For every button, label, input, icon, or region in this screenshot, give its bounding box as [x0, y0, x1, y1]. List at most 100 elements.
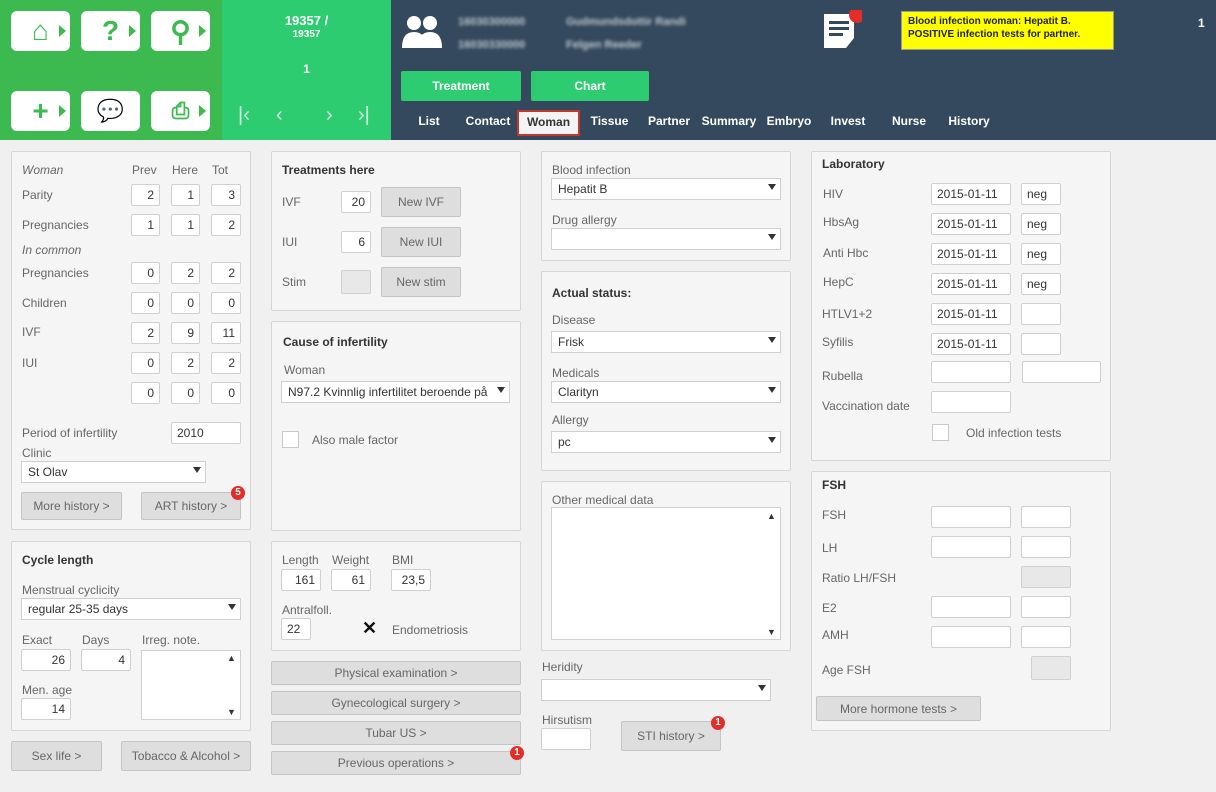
tab-nurse[interactable]: Nurse — [891, 114, 926, 128]
prev-page-icon[interactable]: ‹ — [276, 104, 283, 126]
new-stim-button[interactable]: New stim — [381, 267, 461, 297]
length-input[interactable]: 161 — [281, 569, 321, 591]
children-tot[interactable]: 0 — [211, 292, 241, 314]
allergy-select[interactable]: pc — [551, 431, 781, 453]
tubar-us-button[interactable]: Tubar US > — [271, 721, 521, 745]
more-hormone-tests-button[interactable]: More hormone tests > — [816, 696, 981, 721]
tab-history[interactable]: History — [948, 114, 990, 128]
fsh-input[interactable] — [931, 506, 1011, 528]
art-history-button[interactable]: ART history > — [141, 492, 241, 520]
tab-summary[interactable]: Summary — [701, 114, 757, 128]
tab-contact[interactable]: Contact — [465, 114, 511, 128]
cpreg-tot[interactable]: 2 — [211, 262, 241, 284]
tab-tissue[interactable]: Tissue — [590, 114, 629, 128]
tobacco-alcohol-button[interactable]: Tobacco & Alcohol > — [121, 741, 251, 771]
blood-infection-select[interactable]: Hepatit B — [551, 178, 781, 200]
rubella-result[interactable] — [1022, 361, 1101, 383]
children-here[interactable]: 0 — [171, 292, 200, 314]
treat-iui-value[interactable]: 6 — [341, 231, 371, 253]
lab-date-hiv[interactable]: 2015-01-11 — [931, 183, 1011, 205]
sti-history-button[interactable]: STI history > — [621, 721, 721, 751]
treat-ivf-value[interactable]: 20 — [341, 191, 371, 213]
lab-date-syfilis[interactable]: 2015-01-11 — [931, 333, 1011, 355]
children-prev[interactable]: 0 — [131, 292, 160, 314]
tab-woman[interactable]: Woman — [517, 110, 580, 136]
lab-result-hiv[interactable]: neg — [1021, 183, 1061, 205]
parity-here[interactable]: 1 — [171, 184, 200, 206]
add-comment-button[interactable]: 💬 — [81, 91, 140, 131]
previous-operations-button[interactable]: Previous operations > — [271, 751, 521, 775]
sex-life-button[interactable]: Sex life > — [11, 741, 102, 771]
ivf-prev[interactable]: 2 — [131, 322, 160, 344]
notes-icon[interactable] — [822, 7, 865, 50]
lh-input[interactable] — [931, 536, 1011, 558]
add-button[interactable]: + — [11, 91, 70, 131]
preg-prev[interactable]: 1 — [131, 214, 160, 236]
lab-result-hbsag[interactable]: neg — [1021, 213, 1061, 235]
lab-date-hbsag[interactable]: 2015-01-11 — [931, 213, 1011, 235]
rubella-date[interactable] — [931, 361, 1011, 383]
lab-date-hepc[interactable]: 2015-01-11 — [931, 273, 1011, 295]
more-history-button[interactable]: More history > — [21, 492, 122, 520]
search-button[interactable]: ⚲ — [151, 11, 210, 51]
weight-input[interactable]: 61 — [331, 569, 371, 591]
days-input[interactable]: 4 — [81, 649, 131, 671]
old-tests-checkbox[interactable] — [932, 424, 949, 441]
lab-result-antihbc[interactable]: neg — [1021, 243, 1061, 265]
irreg-note-textarea[interactable]: ▲ ▼ — [141, 650, 241, 720]
lab-date-htlv[interactable]: 2015-01-11 — [931, 303, 1011, 325]
hirsutism-input[interactable] — [541, 728, 591, 750]
lab-result-htlv[interactable] — [1021, 303, 1061, 325]
menstrual-select[interactable]: regular 25-35 days — [21, 598, 241, 620]
ivf-here[interactable]: 9 — [171, 322, 200, 344]
amh-input-2[interactable] — [1021, 626, 1071, 648]
new-ivf-button[interactable]: New IVF — [381, 187, 461, 217]
iui-prev[interactable]: 0 — [131, 352, 160, 374]
heridity-select[interactable] — [541, 679, 771, 701]
last-page-icon[interactable]: ›| — [358, 104, 370, 126]
period-input[interactable]: 2010 — [171, 422, 241, 444]
amh-input[interactable] — [931, 626, 1011, 648]
new-iui-button[interactable]: New IUI — [381, 227, 461, 257]
e2-input[interactable] — [931, 596, 1011, 618]
male-factor-checkbox[interactable] — [282, 431, 299, 448]
tab-partner[interactable]: Partner — [647, 114, 691, 128]
cpreg-prev[interactable]: 0 — [131, 262, 160, 284]
iui-tot[interactable]: 2 — [211, 352, 241, 374]
drug-allergy-select[interactable] — [551, 228, 781, 250]
lab-result-syfilis[interactable] — [1021, 333, 1061, 355]
help-button[interactable]: ? — [81, 11, 140, 51]
antral-input[interactable]: 22 — [281, 618, 311, 640]
iui-here[interactable]: 2 — [171, 352, 200, 374]
extra-here[interactable]: 0 — [171, 382, 200, 404]
bmi-input[interactable]: 23,5 — [391, 569, 431, 591]
cpreg-here[interactable]: 2 — [171, 262, 200, 284]
tab-list[interactable]: List — [418, 114, 440, 128]
physical-exam-button[interactable]: Physical examination > — [271, 661, 521, 685]
menage-input[interactable]: 14 — [21, 698, 71, 720]
exact-input[interactable]: 26 — [21, 649, 71, 671]
lab-result-hepc[interactable]: neg — [1021, 273, 1061, 295]
scroll-up-icon[interactable]: ▲ — [227, 653, 236, 663]
lab-date-antihbc[interactable]: 2015-01-11 — [931, 243, 1011, 265]
parity-prev[interactable]: 2 — [131, 184, 160, 206]
vaccination-date[interactable] — [931, 391, 1011, 413]
fsh-input-2[interactable] — [1021, 506, 1071, 528]
scroll-down-icon[interactable]: ▼ — [767, 627, 776, 637]
endometriosis-checkbox[interactable]: ✕ — [361, 618, 378, 638]
gyn-surgery-button[interactable]: Gynecological surgery > — [271, 691, 521, 715]
tab-invest[interactable]: Invest — [830, 114, 866, 128]
treatment-button[interactable]: Treatment — [401, 71, 521, 101]
tab-embryo[interactable]: Embryo — [766, 114, 812, 128]
e2-input-2[interactable] — [1021, 596, 1071, 618]
extra-tot[interactable]: 0 — [211, 382, 241, 404]
medicals-select[interactable]: Clarityn — [551, 381, 781, 403]
home-button[interactable]: ⌂ — [11, 11, 70, 51]
scroll-up-icon[interactable]: ▲ — [767, 511, 776, 521]
preg-tot[interactable]: 2 — [211, 214, 241, 236]
treat-stim-value[interactable] — [341, 270, 371, 294]
first-page-icon[interactable]: |‹ — [238, 104, 250, 126]
preg-here[interactable]: 1 — [171, 214, 200, 236]
lh-input-2[interactable] — [1021, 536, 1071, 558]
other-medical-textarea[interactable]: ▲ ▼ — [551, 507, 781, 640]
